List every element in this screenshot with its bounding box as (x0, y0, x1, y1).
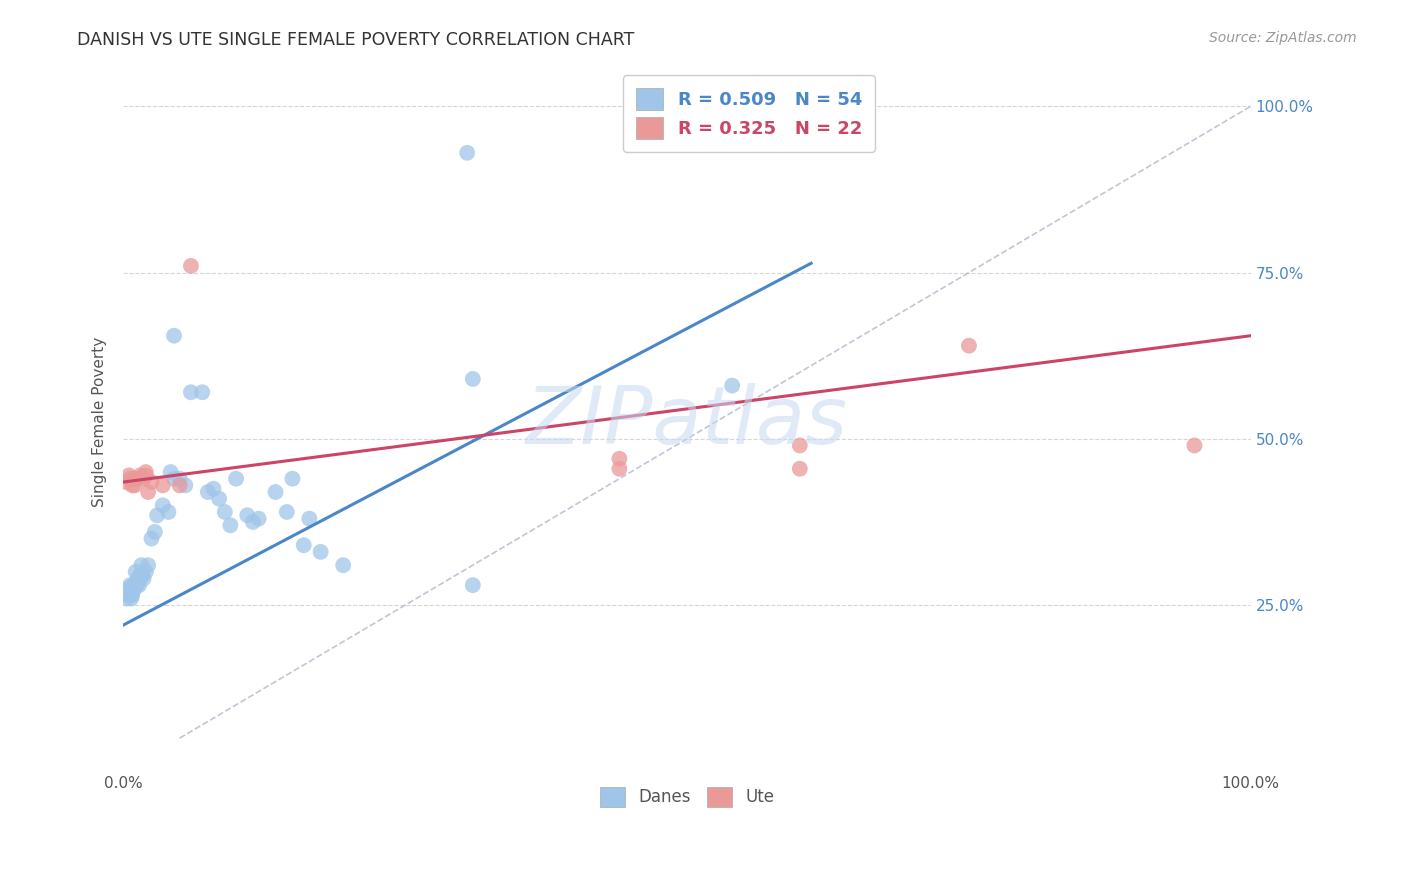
Point (159, 465, 181, 479)
Point (191, 385, 214, 400)
Legend: Danes, Ute: Danes, Ute (592, 779, 783, 815)
Point (461, 578, 484, 592)
Point (219, 518, 242, 533)
Point (169, 478, 191, 492)
Point (789, 461, 811, 475)
Point (121, 584, 143, 599)
Point (264, 485, 287, 500)
Point (141, 475, 163, 489)
Point (120, 591, 142, 606)
Point (120, 588, 142, 602)
Point (242, 515, 264, 529)
Point (115, 591, 138, 606)
Point (120, 578, 142, 592)
Point (146, 508, 169, 523)
Point (298, 511, 321, 525)
Text: Source: ZipAtlas.com: Source: ZipAtlas.com (1209, 31, 1357, 45)
Point (152, 499, 174, 513)
Point (124, 478, 146, 492)
Point (127, 472, 149, 486)
Point (129, 468, 152, 483)
Point (135, 565, 157, 579)
Point (120, 472, 142, 486)
Text: ZIPatlas: ZIPatlas (526, 384, 848, 461)
Point (129, 568, 152, 582)
Y-axis label: Single Female Poverty: Single Female Poverty (93, 337, 107, 508)
Point (131, 568, 153, 582)
Point (118, 468, 141, 483)
Point (131, 558, 153, 573)
Point (157, 505, 180, 519)
Point (118, 584, 141, 599)
Point (117, 588, 139, 602)
Point (208, 491, 231, 506)
Point (309, 545, 332, 559)
Point (197, 485, 219, 500)
Point (609, 461, 631, 475)
Point (121, 478, 143, 492)
Point (163, 328, 186, 343)
Point (121, 588, 143, 602)
Point (236, 508, 259, 523)
Point (120, 584, 142, 599)
Point (135, 465, 157, 479)
Point (141, 532, 163, 546)
Point (957, 339, 980, 353)
Point (1184, 438, 1206, 452)
Point (125, 578, 148, 592)
Point (456, 145, 478, 160)
Point (136, 485, 159, 500)
Point (332, 558, 354, 573)
Point (132, 472, 155, 486)
Point (125, 565, 148, 579)
Point (609, 451, 631, 466)
Point (118, 582, 141, 596)
Point (132, 572, 155, 586)
Point (143, 524, 166, 539)
Point (202, 482, 225, 496)
Point (180, 385, 202, 400)
Point (225, 472, 247, 486)
Point (789, 438, 811, 452)
Point (276, 505, 298, 519)
Point (281, 472, 304, 486)
Point (214, 505, 236, 519)
Point (122, 578, 145, 592)
Point (128, 578, 150, 592)
Point (292, 538, 315, 552)
Point (180, 259, 202, 273)
Point (136, 558, 159, 573)
Point (721, 378, 744, 392)
Point (169, 472, 191, 486)
Point (124, 582, 146, 596)
Text: DANISH VS UTE SINGLE FEMALE POVERTY CORRELATION CHART: DANISH VS UTE SINGLE FEMALE POVERTY CORR… (77, 31, 634, 49)
Point (152, 478, 174, 492)
Point (174, 478, 197, 492)
Point (124, 472, 146, 486)
Point (127, 572, 149, 586)
Point (114, 475, 136, 489)
Point (135, 468, 157, 483)
Point (163, 472, 186, 486)
Point (247, 511, 270, 525)
Point (461, 372, 484, 386)
